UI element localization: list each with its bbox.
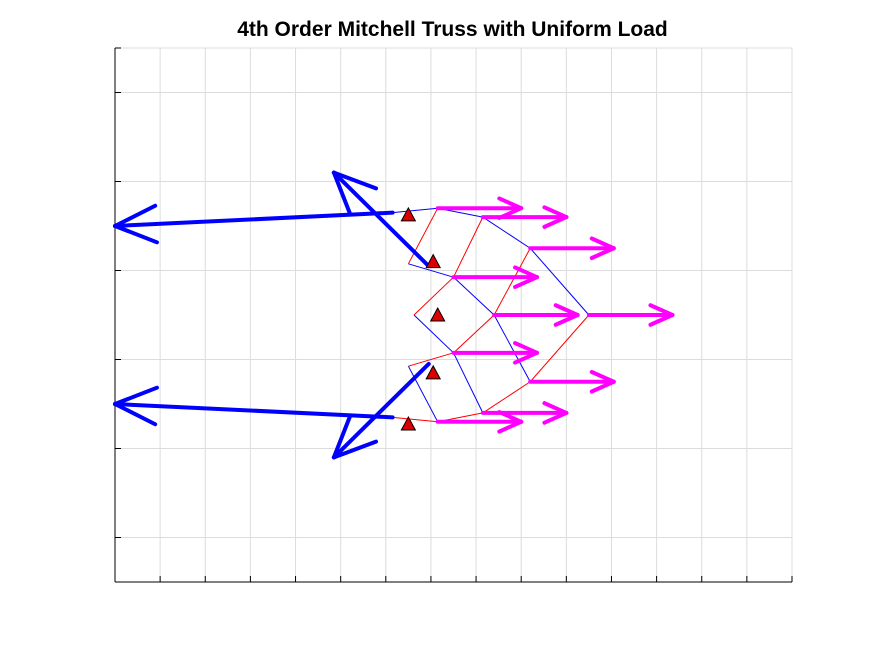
support-triangle [400,415,417,431]
load-arrow-head [542,215,569,229]
truss-member [392,207,438,214]
truss-member [453,314,495,354]
load-arrow [528,236,616,261]
truss-member [482,381,531,414]
load-arrow [451,265,539,289]
reaction-arrow-shaft [113,210,395,228]
load-arrow-head [542,401,569,415]
truss-member [493,248,531,316]
reaction-arrow-head [331,170,353,217]
reaction-arrow-head [113,203,158,228]
truss-members [392,207,590,423]
truss-member [453,276,495,316]
load-arrow-head [513,350,539,365]
support-triangle [425,364,442,380]
load-arrow-head [513,341,539,355]
reaction-arrow-head [331,170,379,191]
load-arrow-head [513,265,539,280]
reaction-arrow-head [113,224,159,245]
truss-member [529,247,590,316]
load-arrow-head [553,303,580,317]
reaction-arrow [113,203,395,245]
load-arrow-head [513,275,539,289]
load-arrow [528,369,616,394]
reaction-arrow-head [331,439,379,460]
truss-member [493,314,531,382]
load-arrow [451,341,539,365]
load-arrow-head [648,313,675,327]
truss-member [407,207,439,265]
reaction-arrow-head [113,385,159,406]
load-arrow-head [542,205,569,220]
load-arrow [435,410,524,434]
truss-member [408,263,454,278]
load-arrow-head [589,236,616,251]
load-arrow-head [497,196,524,211]
load-arrow-head [648,303,675,317]
reaction-arrow-head [113,402,158,427]
truss-member [453,352,484,414]
truss-member [482,216,531,249]
load-arrow [586,303,675,327]
truss-member [413,276,454,316]
force-arrows [113,170,675,460]
load-arrow-head [589,246,616,261]
load-arrow [480,401,569,425]
support-triangle [425,253,442,269]
truss-member [529,314,590,383]
reaction-arrow [331,361,431,460]
load-arrow [492,303,580,327]
load-arrow-head [553,313,580,327]
support-triangle [400,206,417,222]
reaction-arrow-shaft [331,361,431,460]
support-markers [400,206,446,431]
load-arrow-head [589,369,616,384]
truss-member [413,314,454,354]
load-arrow [480,205,569,229]
truss-member [408,352,454,367]
truss-member [453,216,484,278]
truss-member [407,365,439,423]
reaction-arrow-shaft [331,170,431,269]
reaction-arrow [113,385,395,427]
reaction-arrow-shaft [113,402,395,420]
load-arrow-head [542,410,569,425]
reaction-arrow [331,170,431,269]
plot-axes [114,47,793,583]
load-arrow [435,196,524,220]
load-arrow-head [497,419,524,434]
load-arrow-head [589,379,616,394]
chart-title: 4th Order Mitchell Truss with Uniform Lo… [237,18,668,41]
support-triangle [429,306,446,322]
grid-lines [114,47,793,583]
truss-member [392,416,438,423]
reaction-arrow-head [331,413,353,460]
